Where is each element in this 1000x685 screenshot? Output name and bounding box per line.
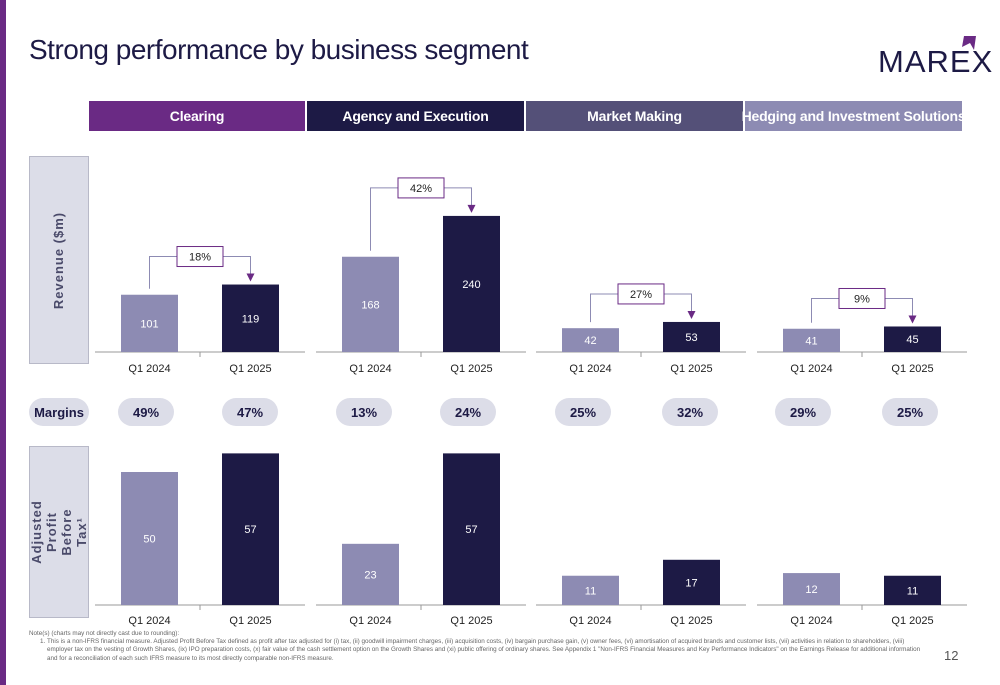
growth-box: [176, 246, 224, 268]
bar-apbt-agency-and-execution-q1-2024: [342, 543, 399, 605]
bar-value-label: 50: [143, 534, 155, 546]
page-number: 12: [944, 648, 959, 663]
category-label: Q1 2024: [128, 615, 170, 627]
margin-pill-agency-2025: 24%: [440, 398, 496, 426]
bar-value-label: 23: [364, 569, 376, 581]
bar-revenue-market-making-q1-2025: [663, 321, 720, 352]
bar-revenue-clearing-q1-2024: [121, 294, 178, 352]
revenue-row-label: Revenue ($m): [29, 156, 89, 364]
segment-header-agency-execution: Agency and Execution: [307, 101, 524, 131]
bar-apbt-market-making-q1-2025: [663, 559, 720, 605]
footnote-item: This is a non-IFRS financial measure. Ad…: [47, 638, 929, 663]
bar-value-label: 45: [906, 334, 918, 346]
margin-pill-market-making-2025: 32%: [662, 398, 718, 426]
growth-label: 9%: [854, 293, 870, 305]
margin-pill-hedging-2025: 25%: [882, 398, 938, 426]
category-label: Q1 2025: [450, 363, 492, 375]
category-label: Q1 2025: [450, 615, 492, 627]
category-label: Q1 2024: [790, 363, 832, 375]
margin-pill-hedging-2024: 29%: [775, 398, 831, 426]
bar-value-label: 168: [361, 299, 379, 311]
growth-box: [397, 177, 445, 199]
bar-revenue-hedging-and-investment-solutions-q1-2025: [884, 326, 941, 352]
footnote-heading: Note(s) (charts may not directly cast du…: [29, 630, 180, 637]
marex-logo: MAREX: [878, 34, 992, 79]
logo-mark-icon: [962, 36, 976, 50]
page-title: Strong performance by business segment: [29, 34, 529, 65]
segment-header-hedging-investment: Hedging and Investment Solutions: [742, 101, 966, 131]
bar-apbt-hedging-and-investment-solutions-q1-2024: [783, 573, 840, 605]
growth-connector-right: [223, 256, 251, 275]
growth-connector-right: [664, 293, 692, 312]
bar-revenue-clearing-q1-2025: [222, 284, 279, 352]
category-label: Q1 2025: [229, 363, 271, 375]
growth-connector-left: [590, 293, 618, 323]
category-label: Q1 2024: [128, 363, 170, 375]
bar-value-label: 42: [584, 335, 596, 347]
bar-revenue-agency-and-execution-q1-2024: [342, 256, 399, 352]
growth-connector-right: [444, 187, 472, 206]
category-label: Q1 2025: [670, 615, 712, 627]
category-label: Q1 2025: [891, 363, 933, 375]
category-label: Q1 2025: [229, 615, 271, 627]
growth-label: 18%: [189, 252, 211, 264]
category-label: Q1 2024: [349, 363, 391, 375]
category-label: Q1 2024: [569, 363, 611, 375]
bar-apbt-clearing-q1-2025: [222, 453, 279, 605]
accent-side-bar: [0, 0, 6, 685]
margin-pill-market-making-2024: 25%: [555, 398, 611, 426]
growth-box: [617, 283, 665, 305]
bar-value-label: 11: [585, 585, 596, 597]
margin-pill-agency-2024: 13%: [336, 398, 392, 426]
bar-value-label: 119: [242, 313, 260, 325]
bar-revenue-hedging-and-investment-solutions-q1-2024: [783, 328, 840, 352]
growth-label: 27%: [630, 289, 652, 301]
bar-value-label: 41: [805, 335, 817, 347]
category-label: Q1 2024: [569, 615, 611, 627]
growth-arrow-icon: [908, 315, 917, 324]
bar-revenue-market-making-q1-2024: [562, 328, 619, 352]
segment-header-market-making: Market Making: [526, 101, 743, 131]
bar-revenue-agency-and-execution-q1-2025: [443, 215, 500, 352]
category-label: Q1 2025: [891, 615, 933, 627]
growth-box: [838, 287, 886, 309]
category-label: Q1 2025: [670, 363, 712, 375]
growth-label: 42%: [410, 183, 432, 195]
growth-connector-left: [149, 256, 177, 289]
bar-apbt-agency-and-execution-q1-2025: [443, 453, 500, 605]
bar-value-label: 12: [805, 584, 817, 596]
bar-value-label: 57: [244, 524, 256, 536]
margin-pill-clearing-2024: 49%: [118, 398, 174, 426]
bar-value-label: 101: [140, 318, 158, 330]
bar-value-label: 57: [465, 524, 477, 536]
growth-arrow-icon: [687, 310, 696, 319]
bar-apbt-clearing-q1-2024: [121, 472, 178, 605]
growth-connector-left: [811, 297, 839, 323]
growth-arrow-icon: [246, 273, 255, 282]
footnote-list: This is a non-IFRS financial measure. Ad…: [29, 638, 929, 663]
growth-connector-right: [885, 297, 913, 317]
margin-pill-clearing-2025: 47%: [222, 398, 278, 426]
logo-text: MAREX: [878, 44, 994, 79]
bar-value-label: 17: [685, 577, 697, 589]
bar-value-label: 53: [685, 332, 697, 344]
bar-apbt-market-making-q1-2024: [562, 575, 619, 605]
segment-header-clearing: Clearing: [89, 101, 305, 131]
bar-value-label: 11: [907, 585, 918, 597]
category-label: Q1 2024: [790, 615, 832, 627]
growth-connector-left: [370, 187, 398, 251]
bar-apbt-hedging-and-investment-solutions-q1-2025: [884, 575, 941, 605]
bar-value-label: 240: [462, 279, 480, 291]
growth-arrow-icon: [467, 204, 476, 213]
footnote: Note(s) (charts may not directly cast du…: [29, 630, 929, 663]
category-label: Q1 2024: [349, 615, 391, 627]
apbt-row-label: Adjusted Profit Before Tax¹: [29, 446, 89, 618]
margins-label: Margins: [29, 398, 89, 426]
